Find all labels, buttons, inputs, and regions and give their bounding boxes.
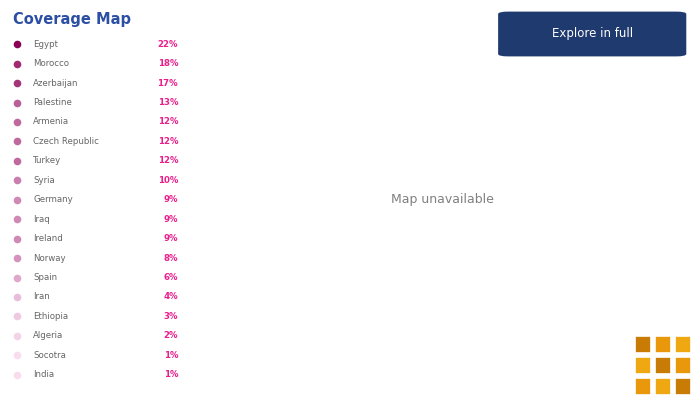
Text: Czech Republic: Czech Republic bbox=[34, 137, 99, 146]
Text: Armenia: Armenia bbox=[34, 118, 69, 126]
Text: 2%: 2% bbox=[164, 331, 178, 340]
Text: 6%: 6% bbox=[164, 273, 178, 282]
Text: 3%: 3% bbox=[164, 312, 178, 321]
Text: Ireland: Ireland bbox=[34, 234, 63, 243]
Text: Morocco: Morocco bbox=[34, 59, 69, 68]
Text: 4%: 4% bbox=[164, 292, 178, 302]
Text: 1%: 1% bbox=[164, 351, 178, 360]
Text: 17%: 17% bbox=[158, 78, 178, 88]
Text: 8%: 8% bbox=[164, 254, 178, 262]
Text: Map unavailable: Map unavailable bbox=[391, 194, 494, 206]
Text: Palestine: Palestine bbox=[34, 98, 72, 107]
Text: Ethiopia: Ethiopia bbox=[34, 312, 69, 321]
Text: Algeria: Algeria bbox=[34, 331, 64, 340]
Bar bbox=[635, 336, 651, 353]
Text: Socotra: Socotra bbox=[34, 351, 66, 360]
Text: 10%: 10% bbox=[158, 176, 178, 185]
Text: Germany: Germany bbox=[34, 195, 73, 204]
Text: Iraq: Iraq bbox=[34, 215, 50, 224]
Text: Spain: Spain bbox=[34, 273, 57, 282]
Text: 1%: 1% bbox=[164, 370, 178, 379]
Text: Turkey: Turkey bbox=[34, 156, 62, 165]
FancyBboxPatch shape bbox=[498, 12, 686, 56]
Text: Explore in full: Explore in full bbox=[552, 28, 633, 40]
Bar bbox=[635, 357, 651, 374]
Text: 9%: 9% bbox=[164, 234, 178, 243]
Text: 22%: 22% bbox=[158, 40, 178, 49]
Text: Azerbaijan: Azerbaijan bbox=[34, 78, 79, 88]
Text: 18%: 18% bbox=[158, 59, 178, 68]
Bar bbox=[654, 336, 671, 353]
Text: 12%: 12% bbox=[158, 118, 178, 126]
Text: Syria: Syria bbox=[34, 176, 55, 185]
Text: 12%: 12% bbox=[158, 156, 178, 165]
Bar bbox=[675, 378, 691, 394]
Text: India: India bbox=[34, 370, 55, 379]
Bar bbox=[654, 378, 671, 394]
Bar bbox=[675, 336, 691, 353]
Bar bbox=[675, 357, 691, 374]
Text: 12%: 12% bbox=[158, 137, 178, 146]
Bar bbox=[635, 378, 651, 394]
Text: 13%: 13% bbox=[158, 98, 178, 107]
Text: 9%: 9% bbox=[164, 215, 178, 224]
Text: Coverage Map: Coverage Map bbox=[13, 12, 131, 27]
Text: 9%: 9% bbox=[164, 195, 178, 204]
Text: Norway: Norway bbox=[34, 254, 66, 262]
Bar bbox=[654, 357, 671, 374]
Text: Iran: Iran bbox=[34, 292, 50, 302]
Text: Egypt: Egypt bbox=[34, 40, 58, 49]
